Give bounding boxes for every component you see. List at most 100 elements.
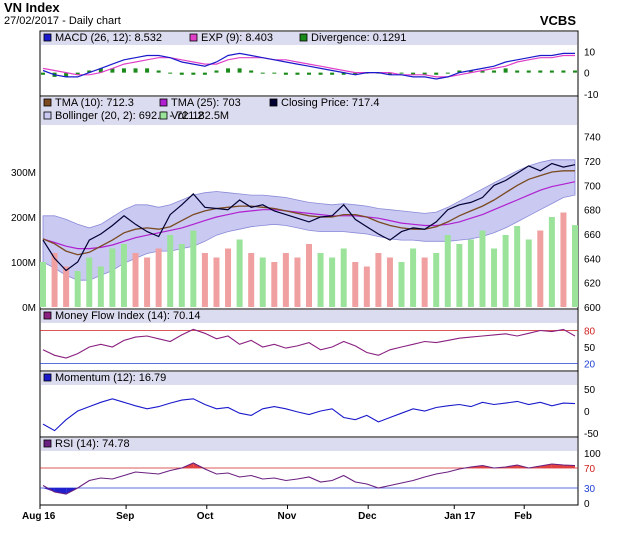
volume-bar: [329, 257, 336, 307]
volume-tick-label: 100M: [11, 258, 36, 269]
rsi-line: [42, 462, 576, 495]
volume-bar: [537, 230, 544, 307]
volume-bar: [386, 257, 393, 307]
divergence-bar: [561, 70, 566, 73]
x-tick-label: Oct: [197, 511, 214, 522]
momentum-line: [42, 398, 576, 432]
divergence-bar: [249, 70, 254, 73]
y-tick-label: 740: [584, 133, 601, 144]
divergence-bar: [330, 72, 335, 75]
divergence-bar: [526, 70, 531, 73]
divergence-bar: [515, 70, 520, 73]
divergence-bar: [87, 70, 92, 73]
y-tick-label: 600: [584, 303, 601, 314]
divergence-bar: [387, 72, 392, 75]
volume-bar: [317, 253, 324, 307]
volume-bar: [560, 212, 567, 307]
legend-label: Momentum (12): 16.79: [55, 372, 166, 384]
y-tick-label: 100: [584, 449, 601, 460]
y-tick-label: 680: [584, 206, 601, 217]
divergence-bar: [295, 72, 300, 75]
y-tick-label: 0: [584, 499, 590, 510]
y-tick-label: 0: [584, 69, 590, 80]
volume-bar: [282, 253, 289, 307]
divergence-bar: [341, 72, 346, 75]
divergence-bar: [237, 68, 242, 73]
closing-price-line: [42, 162, 576, 272]
legend-label: Vol: 182.5M: [171, 110, 229, 122]
mfi-panel: Money Flow Index (14): 70.14 80 50 20: [39, 308, 596, 372]
legend-swatch: [299, 33, 308, 42]
divergence-bar: [226, 68, 231, 73]
divergence-bar: [168, 72, 173, 74]
volume-bar: [109, 248, 116, 307]
bollinger-band: [42, 159, 576, 281]
macd-legend-bg: [41, 32, 577, 45]
legend-label: Closing Price: 717.4: [281, 97, 379, 109]
legend-label: EXP (9): 8.403: [201, 32, 273, 44]
volume-bar: [63, 266, 70, 307]
x-tick-label: Nov: [277, 511, 296, 522]
legend-swatch: [269, 98, 278, 107]
volume-bar: [178, 244, 185, 307]
volume-bar: [352, 262, 359, 307]
volume-bar: [132, 253, 139, 307]
divergence-bar: [202, 72, 207, 75]
y-tick-label: 50: [584, 343, 596, 354]
y-tick-label: 620: [584, 279, 601, 290]
y-tick-label: 10: [584, 47, 596, 58]
legend-swatch: [189, 33, 198, 42]
x-tick-label: Feb: [514, 511, 532, 522]
divergence-bar: [191, 72, 196, 75]
y-tick-label: 700: [584, 181, 601, 192]
volume-bar: [190, 230, 197, 307]
page-title: VN Index: [4, 0, 60, 15]
volume-bar: [271, 262, 278, 307]
divergence-bar: [98, 68, 103, 73]
volume-tick-label: 300M: [11, 168, 36, 179]
divergence-bar: [145, 68, 150, 73]
divergence-bar: [411, 72, 416, 75]
volume-tick-label: 0M: [22, 303, 36, 314]
y-tick-label: 70: [584, 464, 596, 475]
x-tick-label: Sep: [116, 511, 134, 522]
volume-bar: [491, 248, 498, 307]
volume-bar: [236, 239, 243, 307]
divergence-bar: [468, 70, 473, 73]
volume-bar: [144, 257, 151, 307]
momentum-panel: Momentum (12): 16.79 50 0 -50: [39, 370, 599, 440]
legend-label: MACD (26, 12): 8.532: [55, 32, 162, 44]
y-tick-label: 660: [584, 230, 601, 241]
divergence-bar: [445, 72, 450, 74]
volume-bar: [398, 262, 405, 307]
price-panel: TMA (10): 712.3 TMA (25): 703 Closing Pric…: [11, 95, 601, 314]
divergence-bar: [64, 72, 69, 77]
volume-bar: [74, 271, 81, 307]
volume-bar: [167, 235, 174, 307]
volume-bar: [456, 244, 463, 307]
legend-swatch: [43, 311, 52, 320]
y-tick-label: 30: [584, 484, 596, 495]
brand-label: VCBS: [539, 13, 576, 28]
legend-swatch: [43, 98, 52, 107]
divergence-bar: [399, 72, 404, 74]
x-tick-label: Jan 17: [444, 511, 476, 522]
divergence-bar: [307, 72, 311, 75]
volume-bar: [421, 257, 428, 307]
volume-bar: [86, 257, 93, 307]
volume-tick-label: 200M: [11, 213, 36, 224]
divergence-bar: [283, 72, 288, 75]
legend-swatch: [43, 111, 52, 120]
price-legend-bg: [41, 97, 577, 125]
divergence-bar: [422, 72, 427, 75]
volume-bar: [433, 253, 440, 307]
divergence-bar: [179, 72, 184, 75]
volume-bar: [502, 235, 509, 307]
divergence-bar: [156, 70, 161, 73]
macd-line: [42, 52, 575, 80]
legend-label: Divergence: 0.1291: [311, 32, 406, 44]
volume-bar: [248, 253, 255, 307]
divergence-bar: [573, 70, 577, 73]
oversold-fill: [43, 488, 55, 492]
volume-bar: [294, 257, 301, 307]
